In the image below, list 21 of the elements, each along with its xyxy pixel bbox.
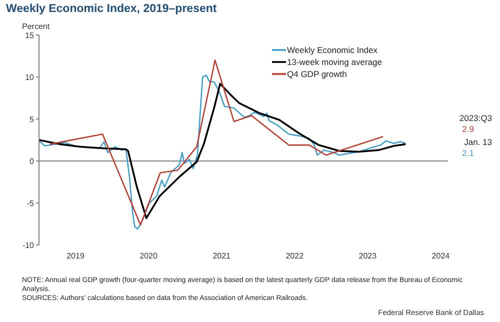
x-tick-label: 2021 bbox=[212, 252, 232, 261]
x-tick-label: 2023 bbox=[358, 252, 378, 261]
text: 2.1 bbox=[462, 148, 474, 158]
text: Jan. 13 bbox=[464, 136, 492, 147]
chart-title: Weekly Economic Index, 2019–present bbox=[6, 3, 217, 15]
y-tick-label: -5 bbox=[26, 198, 35, 208]
text: 2023:Q3 bbox=[459, 112, 492, 123]
y-tick-label: 5 bbox=[30, 114, 35, 124]
text: 2.9 bbox=[462, 124, 474, 134]
legend-label: 13-week moving average bbox=[287, 57, 382, 67]
x-tick-label: 2019 bbox=[66, 252, 85, 261]
legend-label: Weekly Economic Index bbox=[287, 45, 378, 55]
x-tick-label: 2022 bbox=[286, 252, 304, 261]
x-tick-label: 2024 bbox=[432, 252, 450, 261]
x-tick-label: 2020 bbox=[140, 252, 158, 261]
y-tick-label: 0 bbox=[30, 156, 35, 166]
legend-label: Q4 GDP growth bbox=[287, 69, 347, 79]
y-tick-label: -10 bbox=[22, 240, 35, 250]
y-tick-label: 10 bbox=[25, 72, 35, 82]
y-tick-label: 15 bbox=[25, 30, 35, 40]
y-axis-title: Percent bbox=[22, 22, 50, 31]
